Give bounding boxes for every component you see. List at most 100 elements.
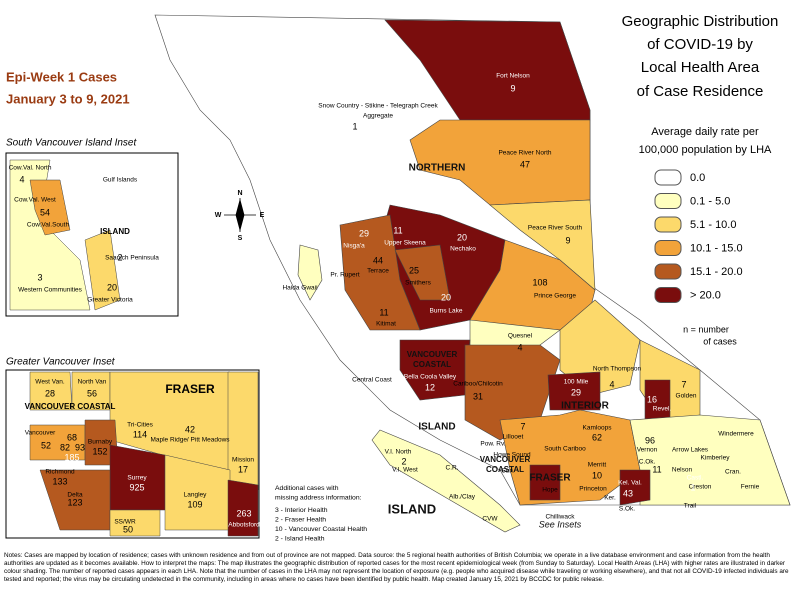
lha-cases: 4 [609,379,614,389]
title-line: of Case Residence [637,83,764,100]
lha-cases: 43 [623,488,633,498]
lha-name: Peace River South [528,225,583,232]
inset-name: Richmond [45,469,75,476]
lha-cases: 11 [393,225,402,235]
lha-name: South Cariboo [544,446,586,453]
epi-week-dates: January 3 to 9, 2021 [6,91,130,106]
lha-cases: 1 [690,482,695,492]
lha-name: Haida Gwaii [282,285,317,292]
lha-name: Bella Coola Valley [404,374,457,381]
lha-name: Central Coast [352,377,392,384]
inset-cases: 52 [41,440,51,450]
lha-cases: 62 [592,432,602,442]
lha-name: Burns Lake [430,308,463,315]
lha-name: Castl. [687,475,704,482]
inset-cases: 133 [52,476,67,486]
region-label: VANCOUVER [407,350,458,359]
inset-name: Mission [232,457,254,464]
inset-name: Maple Ridge/ Pitt Meadows [150,437,230,444]
inset-name: Greater Victoria [87,297,133,304]
lha-name: Trail [684,503,697,510]
compass-letter: S [238,235,243,242]
inset-name: ISLAND [100,227,130,236]
inset-name: FRASER [165,382,215,396]
compass-letter: W [215,212,222,219]
lha-name: Vernon [637,447,658,454]
inset-title: Greater Vancouver Inset [6,357,116,368]
lha-name: Cariboo/Chilcotin [453,381,503,388]
inset-name: Cow.Val.South [27,222,70,229]
lha-cases: 31 [473,391,483,401]
inset-cases: 82 [60,442,70,452]
lha-name: C.R. [446,465,459,472]
inset-name: Surrey [127,475,147,482]
inset-cases: 4 [19,174,24,184]
legend-label: 0.1 - 5.0 [690,195,730,207]
region-label: ISLAND [418,422,455,433]
legend-label: 15.1 - 20.0 [690,266,743,278]
lha-name: Sun. [501,468,515,475]
lha-name: Snow Country - Stikine - Telegraph Creek [318,103,438,110]
lha-cases: 20 [457,232,467,242]
lha-cases: 4 [517,342,522,352]
legend-label: 0.0 [690,172,705,184]
inset-title: South Vancouver Island Inset [6,138,137,149]
inset-name: Abbotsford [228,522,260,529]
lha-name: Pr. Rupert [330,272,359,279]
lha-name: Nisga'a [343,243,365,250]
lha-cases: 16 [647,394,657,404]
inset-name: West Van. [35,379,65,386]
lha-name: Cran. [725,469,741,476]
lha-cases: 12 [425,382,435,392]
additional-cases: 10 - Vancouver Coastal Health [275,526,367,533]
region-label: See Insets [539,519,582,529]
lha-cases: 108 [532,277,547,287]
lha-name: Revel. [653,406,672,413]
lha-cases: 1 [352,121,357,131]
lha-cases: 9 [510,83,515,93]
legend-swatch [654,263,682,280]
lha-name: Windermere [718,431,754,438]
lha-name: Arrow Lakes [672,447,709,454]
legend-swatch [654,193,682,209]
lha-name: Hope [542,487,558,494]
inset-cases: 185 [64,452,79,462]
lha-name: Merritt [588,462,607,469]
lha-name: Creston [689,484,712,491]
lha-name: CVW [482,516,498,523]
region-label: INTERIOR [561,401,610,412]
inset-cases: 20 [107,282,117,292]
inset-cases: 123 [67,497,82,507]
lha-cases: 11 [379,307,388,317]
inset-name: Gulf Islands [103,177,138,184]
inset-name: Burnaby [88,439,113,446]
inset-name: Cow.Val. West [14,197,56,204]
lha-name: Fernie [741,484,760,491]
title-line: of COVID-19 by [647,36,753,53]
additional-cases: 2 - Fraser Health [275,516,326,523]
region-label: COASTAL [413,360,451,369]
lha-cases: 47 [520,159,530,169]
inset-name: Cow.Val. North [9,165,52,172]
lha-cases: 29 [571,387,581,397]
inset-shape [84,229,121,311]
legend-title: 100,000 population by LHA [639,144,772,156]
legend-swatch [654,287,682,303]
additional-cases: missing address information: [275,494,362,501]
region-label: NORTHERN [409,163,466,174]
compass-letter: N [237,190,242,197]
lha-cases: 44 [373,255,383,265]
lha-name: Prince George [534,293,576,300]
inset-cases: 152 [92,446,107,456]
region-label: FRASER [529,473,571,484]
lha-name: Kamloops [583,425,613,432]
lha-name: Ker. [604,495,616,502]
inset-name: Western Communities [18,287,83,294]
lha-name: Howe Sound [493,452,531,459]
legend-label: 10.1 - 15.0 [690,242,743,254]
lha-name: V.I. West [392,467,418,474]
lha-name: Kimberley [701,455,731,462]
inset-cases: 925 [129,482,144,492]
additional-cases: 3 - Interior Health [275,507,328,514]
legend-swatch [654,240,682,256]
